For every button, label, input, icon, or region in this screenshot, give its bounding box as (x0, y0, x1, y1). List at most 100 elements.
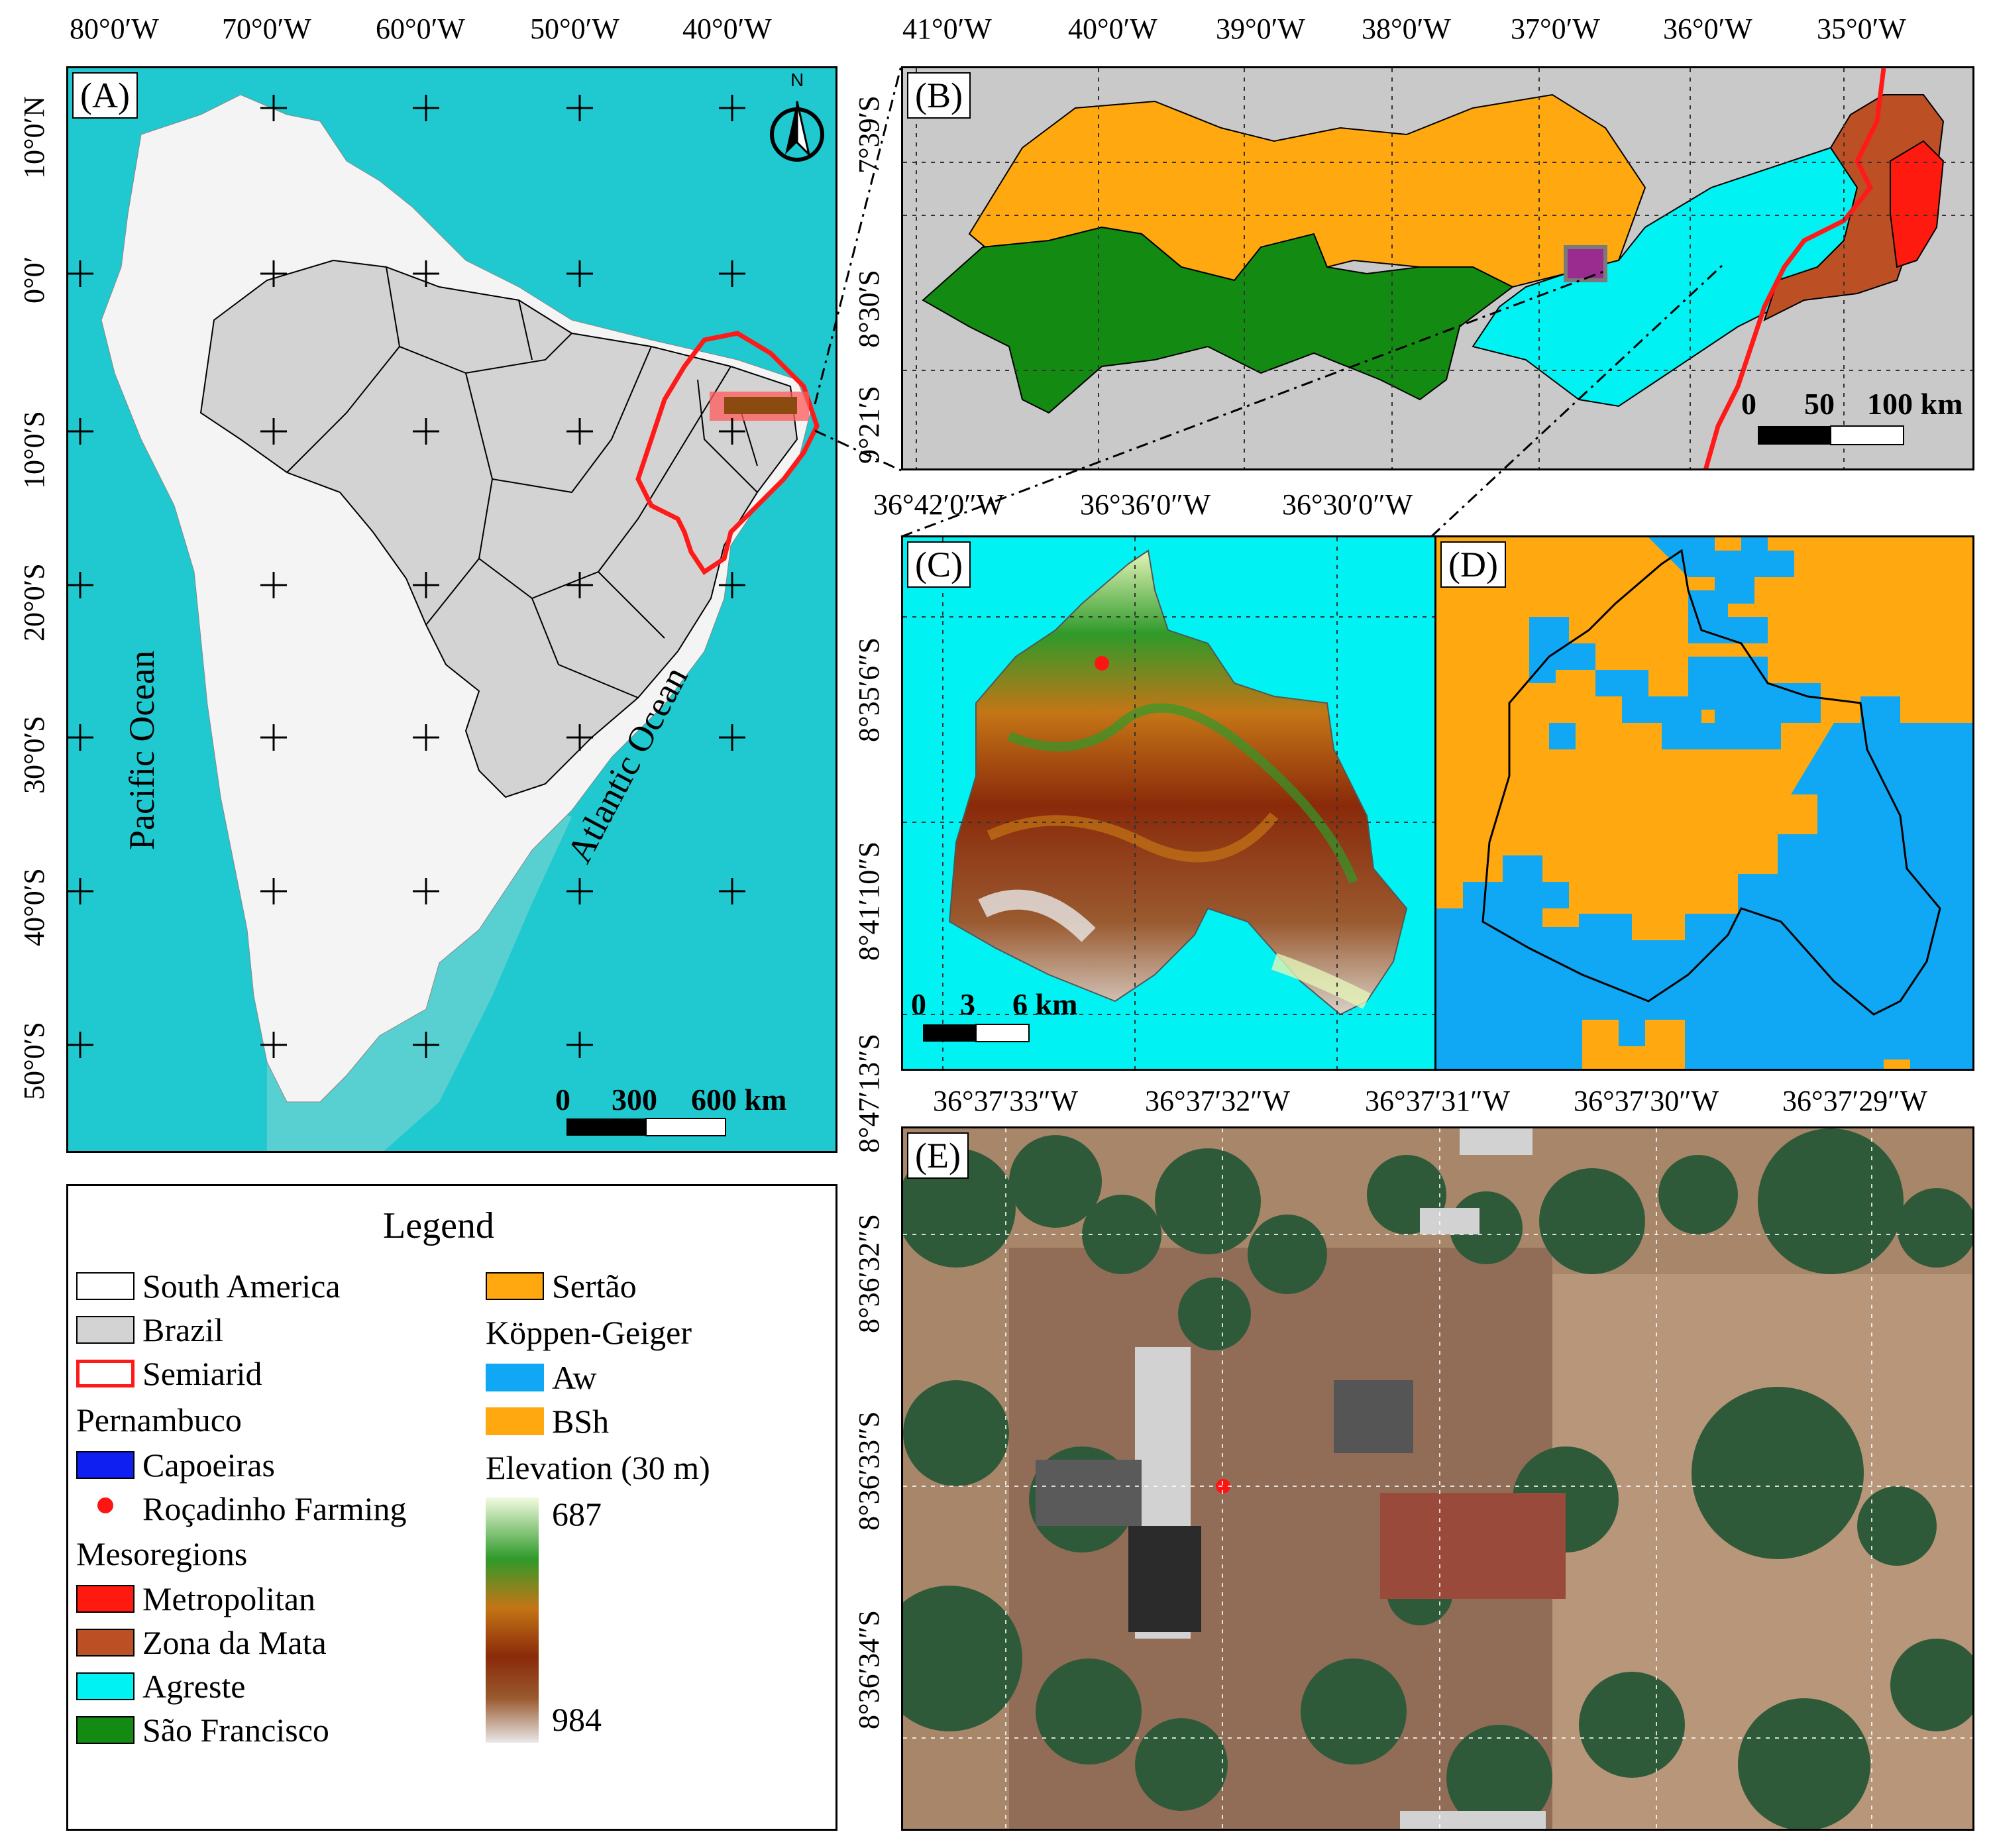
legend-sao-francisco: São Francisco (142, 1712, 329, 1749)
b-lon-tick: 40°0′W (1068, 13, 1157, 45)
b-lat-tick: 7°39′S (853, 95, 885, 174)
south-america-map-graphic (68, 94, 824, 1151)
b-lon-tick: 36°0′W (1663, 13, 1752, 45)
c-lat-tick: 8°41′10″S (853, 841, 885, 961)
a-lon-tick: 80°0′W (70, 13, 159, 45)
panel-c-elevation-map: (C) 0 3 6 km (901, 535, 1436, 1071)
a-lat-tick: 10°0′S (18, 411, 50, 489)
b-lon-tick: 38°0′W (1362, 13, 1451, 45)
e-lon-tick: 36°37′32″W (1145, 1085, 1291, 1117)
pacific-ocean-label: Pacific Ocean (122, 650, 162, 850)
a-lat-tick: 30°0′S (18, 716, 50, 794)
a-lon-tick: 40°0′W (682, 13, 772, 45)
e-lat-tick: 8°36′32″S (853, 1213, 885, 1333)
swatch-sertao (486, 1272, 544, 1300)
capoeiras-elevation-graphic (903, 537, 1434, 1069)
b-lon-tick: 37°0′W (1511, 13, 1600, 45)
legend-elev-min: 984 (552, 1701, 602, 1738)
c-lat-tick: 8°35′6″S (853, 637, 885, 742)
swatch-metropolitan (76, 1585, 135, 1613)
a-lat-tick: 0°0′ (18, 256, 50, 303)
panel-c-tag: (C) (907, 541, 971, 588)
metropolitan-region (1890, 140, 1945, 268)
c-lon-tick: 36°36′0″W (1080, 488, 1211, 521)
a-lon-tick: 70°0′W (222, 13, 311, 45)
legend-title: Legend (383, 1205, 494, 1246)
legend-mesoregions-heading: Mesoregions (76, 1535, 248, 1572)
swatch-capoeiras (76, 1451, 135, 1479)
scale-a-0: 0 (555, 1083, 570, 1116)
b-lat-tick: 8°30′S (853, 270, 885, 348)
scale-a-600: 600 km (691, 1083, 787, 1116)
c-lat-tick: 8°47′13″S (853, 1033, 885, 1153)
graticule-crosses (68, 95, 745, 1058)
a-lat-tick: 50°0′S (18, 1022, 50, 1100)
b-lon-tick: 39°0′W (1216, 13, 1305, 45)
panel-e-tag: (E) (907, 1132, 969, 1179)
b-lon-tick: 35°0′W (1817, 13, 1906, 45)
a-lat-tick: 10°0′N (18, 96, 50, 179)
e-lon-tick: 36°37′33″W (933, 1085, 1079, 1117)
legend-capoeiras: Capoeiras (142, 1446, 275, 1484)
scale-a-300: 300 (612, 1083, 657, 1116)
panel-a-tag: (A) (72, 72, 138, 119)
aw-climate-zones (1436, 537, 1972, 1069)
b-lon-tick: 41°0′W (902, 13, 992, 45)
legend-semiarid: Semiarid (142, 1355, 262, 1392)
north-arrow-icon (770, 101, 824, 162)
e-lat-tick: 8°36′34″S (853, 1609, 885, 1729)
rocadinho-farming-marker (1216, 1479, 1230, 1494)
swatch-sao-francisco (76, 1716, 135, 1744)
a-lon-tick: 60°0′W (376, 13, 465, 45)
e-lon-tick: 36°37′30″W (1574, 1085, 1719, 1117)
swatch-bsh (486, 1407, 544, 1435)
swatch-south-america (76, 1272, 135, 1300)
scale-b-100: 100 km (1867, 387, 1963, 421)
legend-south-america: South America (142, 1268, 341, 1305)
e-lon-tick: 36°37′29″W (1782, 1085, 1928, 1117)
panel-b-tag: (B) (907, 72, 971, 119)
swatch-brazil (76, 1316, 135, 1344)
a-lon-tick: 50°0′W (530, 13, 619, 45)
legend-elev-max: 687 (552, 1495, 602, 1533)
north-label: N (790, 70, 804, 90)
panel-a-south-america-map: (A) N Pacific Ocean Atlantic Ocean 0 300… (66, 66, 837, 1153)
swatch-zona-da-mata (76, 1629, 135, 1657)
koppen-climate-graphic (1436, 537, 1972, 1069)
e-lon-tick: 36°37′31″W (1365, 1085, 1511, 1117)
scale-c-3: 3 (960, 987, 975, 1021)
elevation-colorbar (486, 1497, 539, 1743)
capoeiras-outline (1481, 549, 1941, 1016)
legend-aw: Aw (552, 1359, 597, 1396)
scale-b-0: 0 (1741, 387, 1756, 421)
legend-zona-da-mata: Zona da Mata (142, 1624, 327, 1661)
a-lat-tick: 20°0′S (18, 563, 50, 641)
swatch-farming-dot (97, 1497, 113, 1513)
legend-pernambuco-heading: Pernambuco (76, 1401, 242, 1439)
panel-d-koppen-map: (D) (1434, 535, 1974, 1071)
a-lat-tick: 40°0′S (18, 868, 50, 946)
legend-brazil: Brazil (142, 1311, 224, 1348)
panel-b-pernambuco-map: (B) 0 50 100 km (901, 66, 1974, 470)
semiarid-boundary (1703, 68, 1886, 468)
c-lon-tick: 36°42′0″W (873, 488, 1004, 521)
legend-koppen-heading: Köppen-Geiger (486, 1314, 692, 1351)
brazil-territory (199, 259, 798, 798)
farm-satellite-graphic (903, 1128, 1972, 1829)
rocadinho-farming-point (1095, 656, 1109, 671)
c-lon-tick: 36°30′0″W (1282, 488, 1413, 521)
tree-canopies (903, 1128, 1972, 1829)
scale-c-6: 6 km (1012, 987, 1078, 1021)
legend-bsh: BSh (552, 1403, 610, 1440)
panel-d-tag: (D) (1440, 541, 1506, 588)
legend-agreste: Agreste (142, 1668, 246, 1705)
capoeiras-location (1564, 245, 1607, 282)
swatch-agreste (76, 1672, 135, 1700)
swatch-semiarid (76, 1360, 135, 1387)
capoeiras-municipality (948, 549, 1408, 1016)
legend-elevation-heading: Elevation (30 m) (486, 1449, 710, 1486)
scale-c-0: 0 (911, 987, 926, 1021)
b-lat-tick: 9°21′S (853, 386, 885, 464)
e-lat-tick: 8°36′33″S (853, 1411, 885, 1531)
swatch-aw (486, 1364, 544, 1391)
